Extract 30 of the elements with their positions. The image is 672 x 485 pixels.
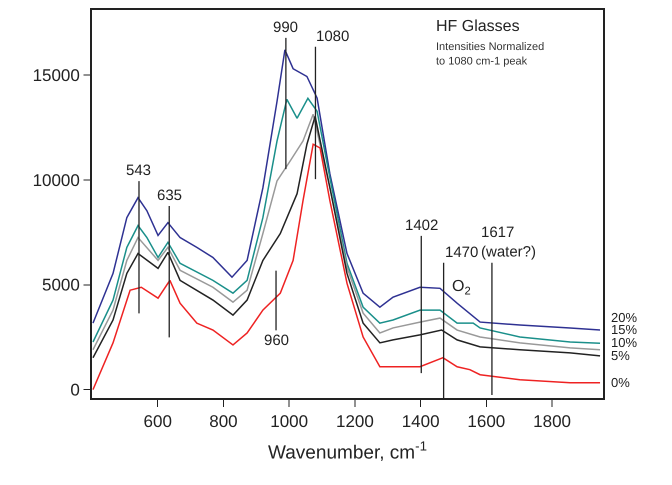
x-tick-label: 800 [209,412,238,432]
x-tick-label: 600 [144,412,172,432]
ref-line-label: 1402 [405,217,438,234]
x-tick-label: 1400 [402,412,440,432]
annotation: O$_{2}$ [452,278,471,298]
ref-line-label: 990 [273,19,298,36]
y-tick-label: 0 [70,380,80,400]
y-tick-label: 5000 [42,276,80,295]
x-tick-label: 1200 [336,412,374,432]
text: HF Glasses [436,18,520,35]
series-label: 5% [611,348,630,363]
line-series [92,49,601,331]
ref-line-label: 1080 [316,28,350,45]
ref-line-label: 543 [126,162,152,179]
ref-line-label: 635 [157,187,182,204]
x-tick-label: 1800 [533,412,571,432]
x-tick-label: 1000 [270,412,308,432]
series-label: 20% [611,310,638,325]
ref-line-label: 1617 (water?) [481,224,536,260]
text: Intensities Normalized to 1080 cm-1 peak [436,41,544,68]
x-axis-title: Wavenumber, cm$^{-1}$ [268,438,427,464]
y-tick-label: 15000 [32,66,80,85]
ref-line-label: 960 [264,332,290,349]
y-tick-label: 10000 [32,170,80,190]
line-series [92,143,601,390]
ref-line-label: 1470 [445,244,478,261]
series-label: 10% [611,335,638,350]
x-tick-label: 1600 [467,412,506,432]
series-label: 15% [611,322,638,337]
series-label: 0% [611,375,630,390]
